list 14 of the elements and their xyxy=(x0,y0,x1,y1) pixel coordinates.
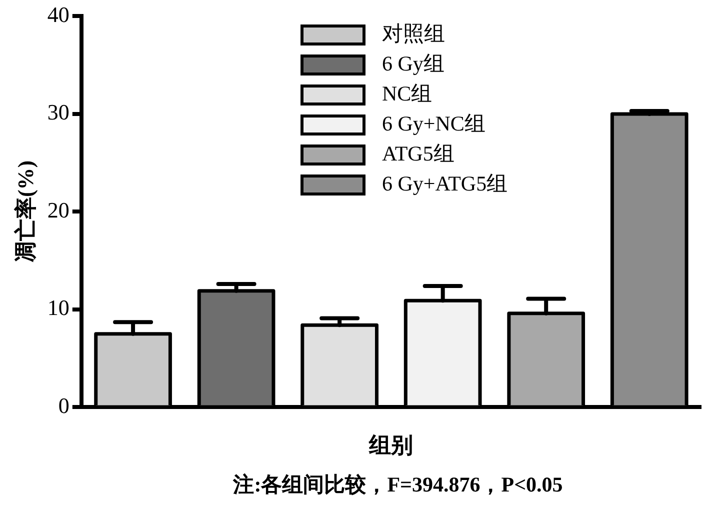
x-axis-title: 组别 xyxy=(368,432,414,458)
legend-label: ATG5组 xyxy=(382,142,454,166)
legend-label: 6 Gy+NC组 xyxy=(382,112,486,136)
y-tick-label: 20 xyxy=(47,197,70,222)
y-tick-label: 40 xyxy=(47,2,70,27)
y-axis-title: 凋亡率(%) xyxy=(12,160,38,264)
y-tick-label: 0 xyxy=(58,392,70,418)
legend-label: NC组 xyxy=(382,82,432,106)
y-tick-label: 30 xyxy=(47,100,70,125)
text: 注:各组间比较，F=394.876，P<0.05 xyxy=(232,472,563,496)
legend-label: 6 Gy+ATG5组 xyxy=(382,172,508,196)
legend-label: 对照组 xyxy=(382,22,445,46)
y-tick-label: 10 xyxy=(47,295,70,320)
legend-label: 6 Gy组 xyxy=(382,52,444,76)
